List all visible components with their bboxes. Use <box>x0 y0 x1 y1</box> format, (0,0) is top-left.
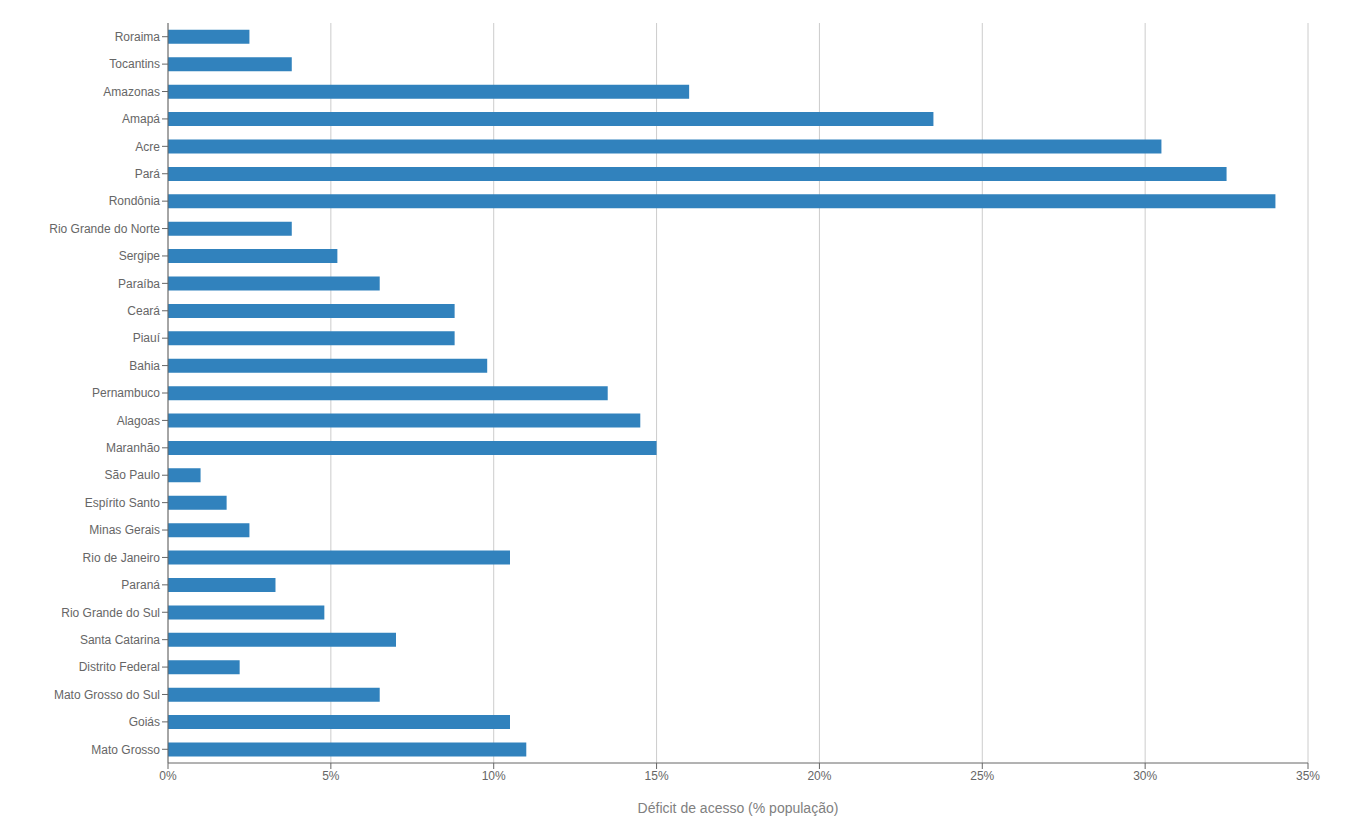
svg-text:Espírito Santo: Espírito Santo <box>85 496 161 510</box>
svg-text:Minas Gerais: Minas Gerais <box>89 523 160 537</box>
svg-text:Rondônia: Rondônia <box>109 194 161 208</box>
svg-text:Amapá: Amapá <box>122 112 160 126</box>
svg-text:0%: 0% <box>159 769 177 783</box>
svg-text:25%: 25% <box>970 769 994 783</box>
svg-text:Déficit de acesso (% população: Déficit de acesso (% população) <box>638 800 839 816</box>
svg-text:Paraíba: Paraíba <box>118 277 160 291</box>
svg-text:35%: 35% <box>1296 769 1320 783</box>
svg-text:Tocantins: Tocantins <box>109 57 160 71</box>
svg-text:Mato Grosso: Mato Grosso <box>91 743 160 757</box>
svg-text:Mato Grosso do Sul: Mato Grosso do Sul <box>54 688 160 702</box>
svg-text:Santa Catarina: Santa Catarina <box>80 633 160 647</box>
svg-text:Rio Grande do Sul: Rio Grande do Sul <box>61 606 160 620</box>
svg-text:São Paulo: São Paulo <box>105 468 161 482</box>
svg-text:Rio de Janeiro: Rio de Janeiro <box>83 551 161 565</box>
svg-text:Paraná: Paraná <box>121 578 160 592</box>
svg-text:Piauí: Piauí <box>133 331 161 345</box>
svg-text:Pernambuco: Pernambuco <box>92 386 160 400</box>
svg-text:Goiás: Goiás <box>129 715 160 729</box>
svg-text:Amazonas: Amazonas <box>103 85 160 99</box>
svg-text:30%: 30% <box>1133 769 1157 783</box>
svg-text:Pará: Pará <box>135 167 161 181</box>
svg-text:Sergipe: Sergipe <box>119 249 161 263</box>
svg-text:Alagoas: Alagoas <box>117 414 160 428</box>
svg-text:15%: 15% <box>645 769 669 783</box>
svg-text:10%: 10% <box>482 769 506 783</box>
svg-text:20%: 20% <box>807 769 831 783</box>
svg-text:Bahia: Bahia <box>129 359 160 373</box>
svg-text:Acre: Acre <box>135 140 160 154</box>
svg-text:Roraima: Roraima <box>115 30 161 44</box>
svg-text:Maranhão: Maranhão <box>106 441 160 455</box>
svg-text:Distrito Federal: Distrito Federal <box>79 660 160 674</box>
svg-text:Rio Grande do Norte: Rio Grande do Norte <box>49 222 160 236</box>
svg-text:Ceará: Ceará <box>127 304 160 318</box>
svg-text:5%: 5% <box>322 769 340 783</box>
